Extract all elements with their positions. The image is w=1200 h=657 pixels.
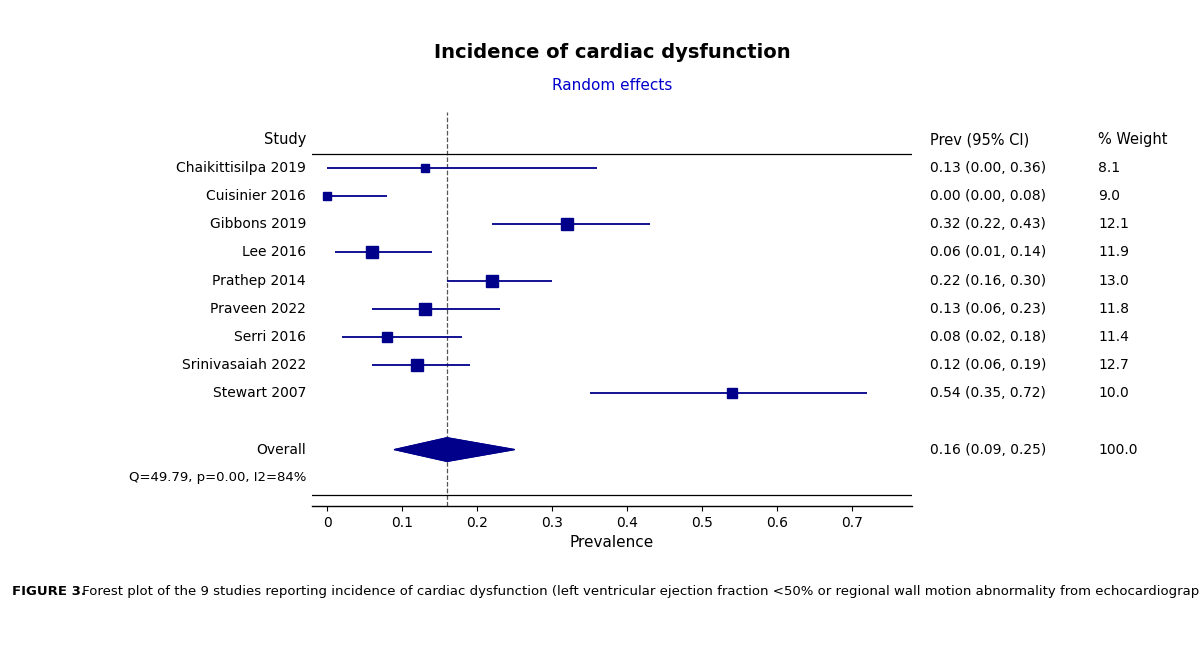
Text: Gibbons 2019: Gibbons 2019 (210, 217, 306, 231)
Text: 0.32 (0.22, 0.43): 0.32 (0.22, 0.43) (930, 217, 1046, 231)
Text: Incidence of cardiac dysfunction: Incidence of cardiac dysfunction (433, 43, 791, 62)
Text: Praveen 2022: Praveen 2022 (210, 302, 306, 316)
Text: 11.9: 11.9 (1098, 246, 1129, 260)
Text: Cuisinier 2016: Cuisinier 2016 (206, 189, 306, 203)
Text: Lee 2016: Lee 2016 (242, 246, 306, 260)
Text: Random effects: Random effects (552, 78, 672, 93)
Text: FIGURE 3.: FIGURE 3. (12, 585, 86, 598)
Text: 0.06 (0.01, 0.14): 0.06 (0.01, 0.14) (930, 246, 1046, 260)
Text: Chaikittisilpa 2019: Chaikittisilpa 2019 (176, 161, 306, 175)
Text: 0.54 (0.35, 0.72): 0.54 (0.35, 0.72) (930, 386, 1046, 400)
Text: 0.08 (0.02, 0.18): 0.08 (0.02, 0.18) (930, 330, 1046, 344)
Polygon shape (395, 438, 515, 461)
Text: Overall: Overall (257, 443, 306, 457)
Text: Study: Study (264, 132, 306, 147)
Text: 100.0: 100.0 (1098, 443, 1138, 457)
Text: Q=49.79, p=0.00, I2=84%: Q=49.79, p=0.00, I2=84% (128, 471, 306, 484)
Text: Stewart 2007: Stewart 2007 (212, 386, 306, 400)
Text: 8.1: 8.1 (1098, 161, 1120, 175)
Text: Srinivasaiah 2022: Srinivasaiah 2022 (181, 358, 306, 372)
X-axis label: Prevalence: Prevalence (570, 535, 654, 550)
Text: 13.0: 13.0 (1098, 273, 1129, 288)
Text: 11.8: 11.8 (1098, 302, 1129, 316)
Text: Prathep 2014: Prathep 2014 (212, 273, 306, 288)
Text: Forest plot of the 9 studies reporting incidence of cardiac dysfunction (left ve: Forest plot of the 9 studies reporting i… (78, 585, 1200, 598)
Text: 0.00 (0.00, 0.08): 0.00 (0.00, 0.08) (930, 189, 1046, 203)
Text: 10.0: 10.0 (1098, 386, 1129, 400)
Text: 0.22 (0.16, 0.30): 0.22 (0.16, 0.30) (930, 273, 1046, 288)
Text: 0.13 (0.06, 0.23): 0.13 (0.06, 0.23) (930, 302, 1046, 316)
Text: 0.12 (0.06, 0.19): 0.12 (0.06, 0.19) (930, 358, 1046, 372)
Text: Serri 2016: Serri 2016 (234, 330, 306, 344)
Text: 12.7: 12.7 (1098, 358, 1129, 372)
Text: 0.13 (0.00, 0.36): 0.13 (0.00, 0.36) (930, 161, 1046, 175)
Text: 0.16 (0.09, 0.25): 0.16 (0.09, 0.25) (930, 443, 1046, 457)
Text: % Weight: % Weight (1098, 132, 1168, 147)
Text: 11.4: 11.4 (1098, 330, 1129, 344)
Text: Prev (95% CI): Prev (95% CI) (930, 132, 1030, 147)
Text: 9.0: 9.0 (1098, 189, 1120, 203)
Text: 12.1: 12.1 (1098, 217, 1129, 231)
